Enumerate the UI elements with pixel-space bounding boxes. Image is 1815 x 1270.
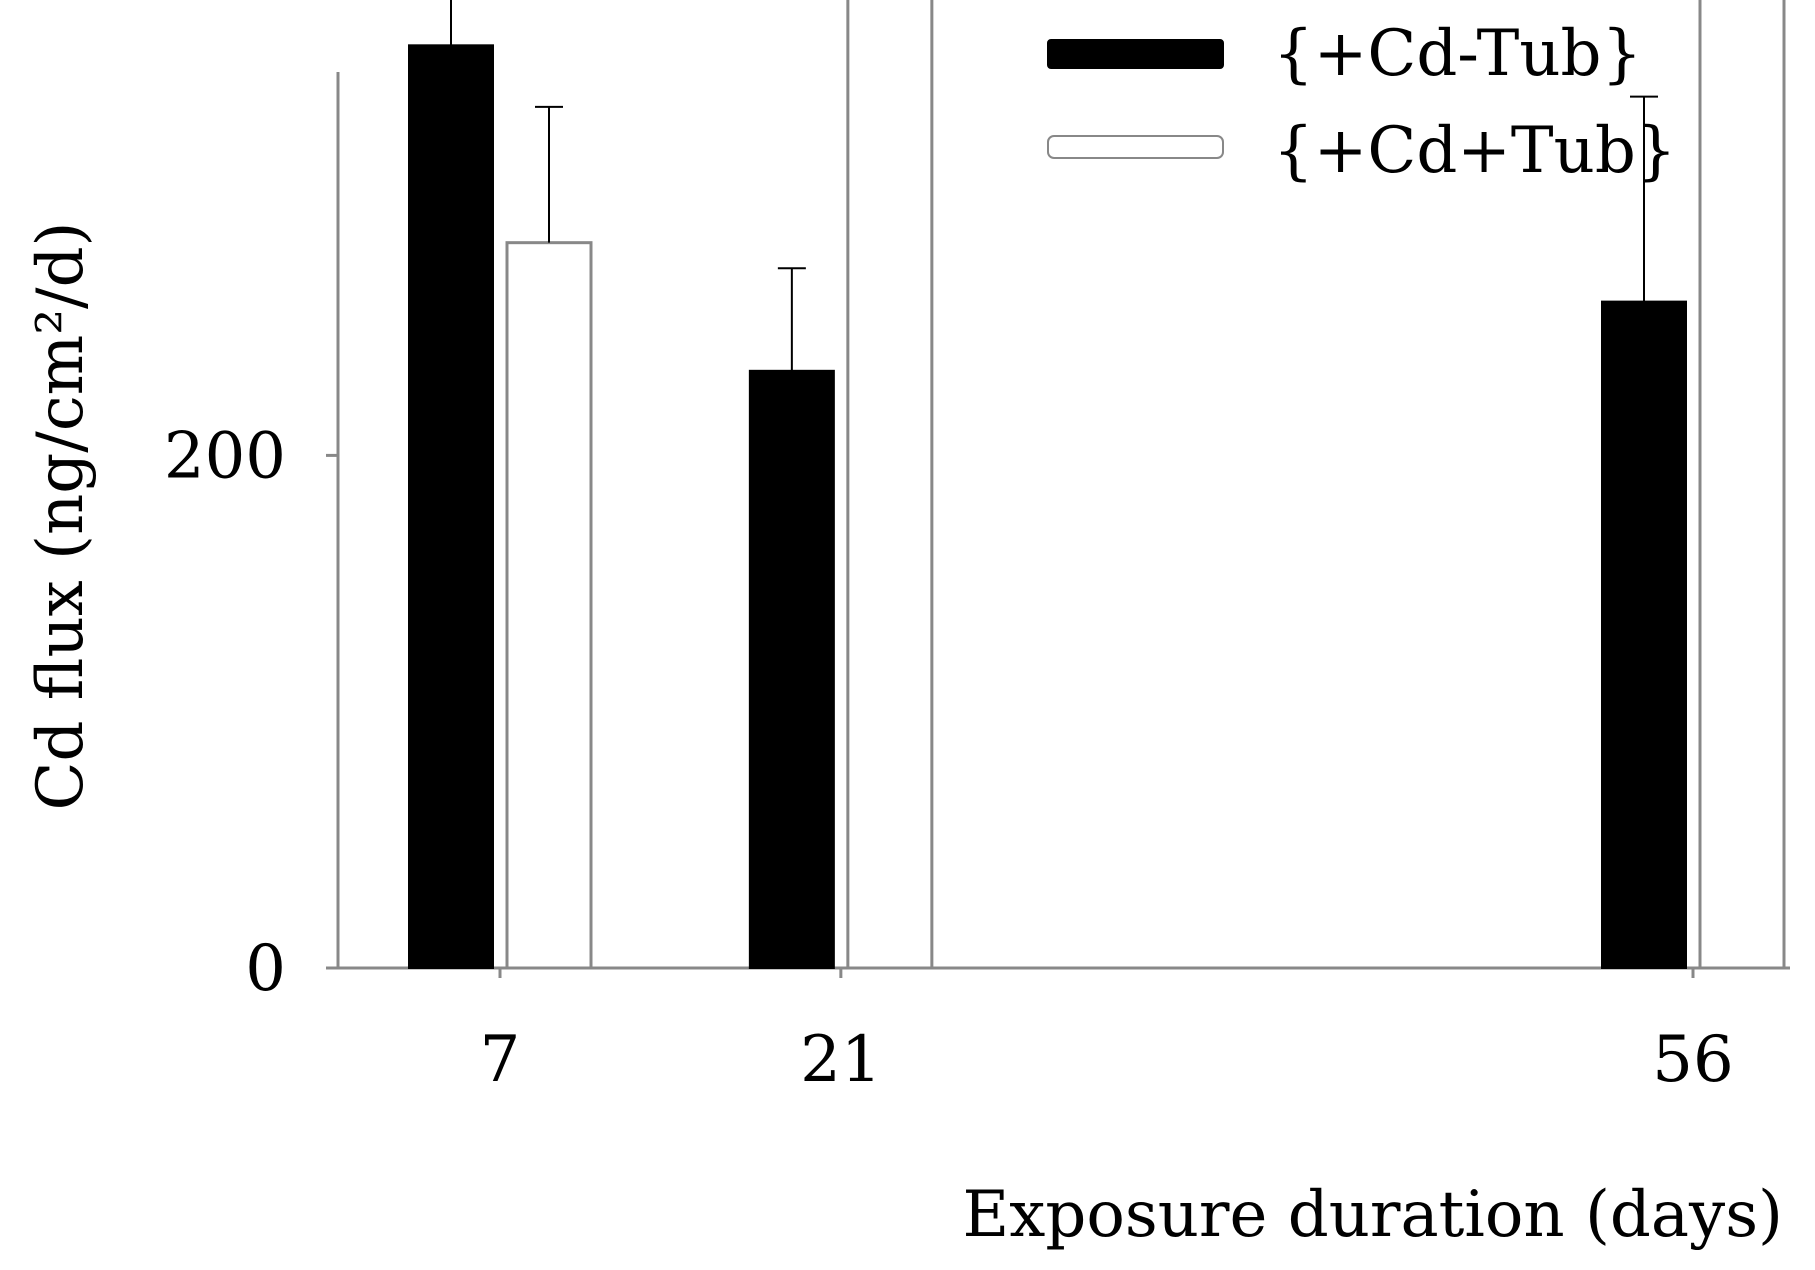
- bars: [408, 0, 1786, 970]
- legend-label-cd-plus-tub: {+Cd+Tub}: [1273, 114, 1677, 188]
- bar-cd-plus-tub: [1698, 0, 1786, 970]
- bar-cd-minus-tub: [748, 369, 835, 970]
- x-tick-label: 7: [480, 1023, 521, 1097]
- x-tick-label: 21: [800, 1023, 881, 1097]
- bar-cd-plus-tub: [505, 241, 593, 970]
- legend: {+Cd-Tub} {+Cd+Tub}: [1047, 17, 1677, 188]
- legend-swatch-cd-plus-tub: [1047, 135, 1224, 159]
- x-tick-label: 56: [1652, 1023, 1733, 1097]
- x-axis-title: Exposure duration (days): [963, 1178, 1783, 1252]
- tick-labels: 020040060072156: [164, 419, 1734, 1097]
- error-bars: [450, 0, 1658, 371]
- legend-label-cd-minus-tub: {+Cd-Tub}: [1273, 17, 1642, 91]
- legend-swatch-cd-minus-tub: [1047, 39, 1224, 69]
- bar-cd-plus-tub: [846, 0, 934, 970]
- y-axis-title: Cd flux (ng/cm²/d): [24, 221, 98, 810]
- y-tick-label: 200: [164, 419, 286, 493]
- y-tick-label: 0: [245, 932, 286, 1006]
- bar-cd-minus-tub: [1601, 300, 1687, 969]
- bar-cd-minus-tub: [408, 44, 494, 969]
